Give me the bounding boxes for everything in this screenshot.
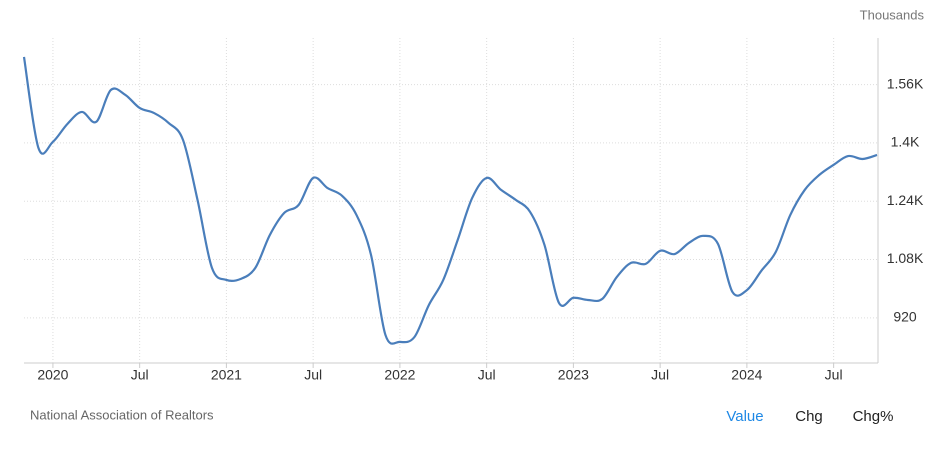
line <box>22 56 878 345</box>
x-tick-label: Jul <box>478 367 496 383</box>
source: National Association of Realtors <box>30 407 214 422</box>
x-tick-label: 2021 <box>211 367 242 383</box>
y-tick-label: 1.56K <box>887 75 924 91</box>
x-tick-label: 2022 <box>384 367 415 383</box>
tab[interactable]: Chg <box>795 408 823 425</box>
y-tick-label: 1.08K <box>887 250 924 266</box>
y-tick-label: 1.4K <box>891 134 920 150</box>
x-tick-label: Jul <box>651 367 669 383</box>
x-tick-label: 2023 <box>558 367 589 383</box>
x-tick-label: 2020 <box>37 367 68 383</box>
x-tick-label: Jul <box>825 367 843 383</box>
tab[interactable]: Value <box>726 408 763 425</box>
y-tick-label: 920 <box>893 309 917 325</box>
unit-label: Thousands <box>860 7 925 22</box>
x-tick-label: Jul <box>131 367 149 383</box>
x-tick-label: Jul <box>304 367 322 383</box>
y-tick-label: 1.24K <box>887 192 924 208</box>
tab[interactable]: Chg% <box>853 408 894 425</box>
x-tick-label: 2024 <box>731 367 762 383</box>
